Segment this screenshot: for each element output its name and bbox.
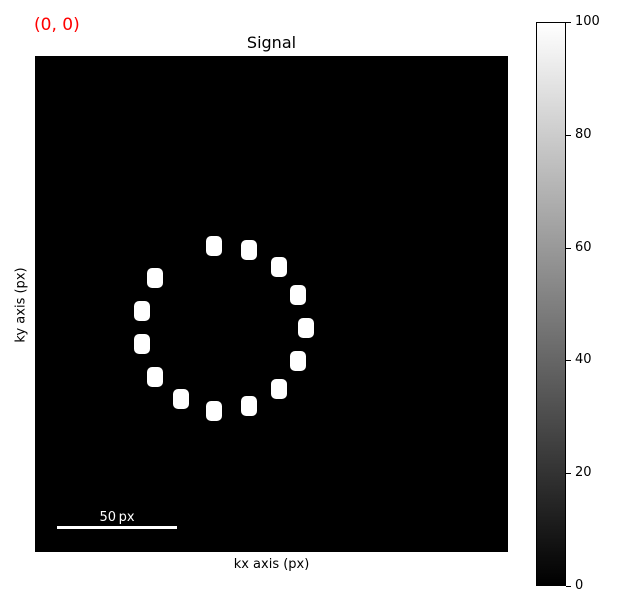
colorbar-tick-label: 100 <box>575 14 600 29</box>
diffraction-spot <box>134 334 150 354</box>
diffraction-spot <box>241 396 257 416</box>
colorbar <box>536 22 566 586</box>
diffraction-spot <box>147 268 163 288</box>
diffraction-spots <box>134 236 314 421</box>
colorbar-tick <box>566 247 571 249</box>
signal-image <box>35 56 508 552</box>
diffraction-spot <box>290 351 306 371</box>
y-axis-label: ky axis (px) <box>13 267 29 343</box>
x-axis-label: kx axis (px) <box>233 557 310 572</box>
colorbar-tick <box>566 586 571 587</box>
navigation-index-label: (0, 0) <box>34 15 80 35</box>
diffraction-spot <box>134 301 150 321</box>
diffraction-spot <box>241 240 257 260</box>
colorbar-tick-label: 40 <box>575 352 592 368</box>
scale-bar-label: 50 px <box>99 510 135 525</box>
diffraction-spot <box>173 389 189 409</box>
colorbar-tick-label: 0 <box>575 578 584 593</box>
diffraction-spot <box>290 285 306 305</box>
diffraction-spot <box>206 401 222 421</box>
colorbar-tick <box>566 134 571 136</box>
diffraction-spot <box>271 257 287 277</box>
colorbar-tick-label: 20 <box>575 465 592 481</box>
colorbar-tick <box>566 360 571 362</box>
colorbar-tick <box>566 22 571 23</box>
diffraction-spot <box>298 318 314 338</box>
diffraction-spot <box>147 367 163 387</box>
scale-bar <box>57 526 177 529</box>
colorbar-tick-label: 60 <box>575 239 592 255</box>
colorbar-tick <box>566 473 571 475</box>
diffraction-spot <box>206 236 222 256</box>
image-background <box>35 56 508 552</box>
plot-title: Signal <box>246 33 297 52</box>
signal-axes[interactable]: 50 px <box>35 56 508 552</box>
diffraction-spot <box>271 379 287 399</box>
colorbar-tick-label: 80 <box>575 126 592 142</box>
